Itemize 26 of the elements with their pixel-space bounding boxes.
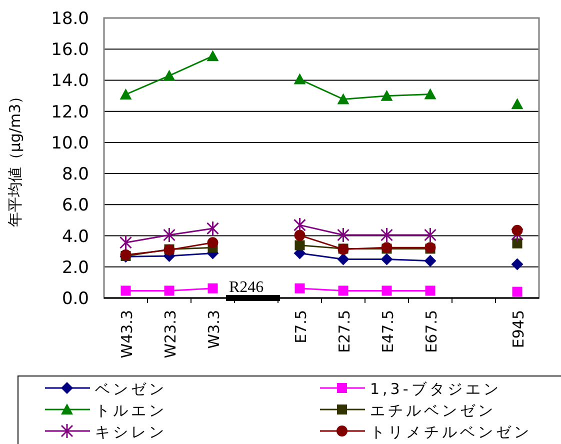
- x-tick-label: E47.5: [378, 310, 397, 353]
- y-tick-label: 2.0: [62, 258, 89, 278]
- y-axis-title: 年平均値（μg/m3）: [6, 88, 24, 228]
- legend-label: エチルベンゼン: [370, 402, 496, 420]
- y-tick-label: 14.0: [51, 71, 89, 92]
- x-tick-label: W23.3: [161, 310, 180, 358]
- y-tick-label: 8.0: [62, 164, 89, 185]
- legend-label: トリメチルベンゼン: [370, 423, 532, 441]
- y-tick-label: 6.0: [62, 196, 89, 216]
- legend-label: キシレン: [95, 423, 167, 441]
- x-tick-label: E7.5: [292, 310, 310, 344]
- y-tick-label: 12.0: [51, 102, 89, 122]
- x-tick-label: W43.3: [118, 310, 136, 358]
- y-tick-label: 0.0: [62, 289, 89, 309]
- x-tick-label: E67.5: [422, 310, 440, 353]
- legend-label: ベンゼン: [95, 380, 167, 398]
- y-tick-label: 18.0: [51, 9, 89, 29]
- y-tick-label: 4.0: [62, 226, 89, 247]
- y-tick-label: 10.0: [51, 133, 89, 154]
- legend-label: トルエン: [95, 402, 167, 420]
- x-tick-label: E27.5: [335, 310, 354, 353]
- annotation: R246: [229, 279, 264, 296]
- x-tick-label: E945: [509, 310, 528, 348]
- legend-label: 1,3-ブタジエン: [370, 380, 502, 398]
- x-tick-label: W3.3: [204, 310, 223, 349]
- y-tick-label: 16.0: [51, 40, 89, 60]
